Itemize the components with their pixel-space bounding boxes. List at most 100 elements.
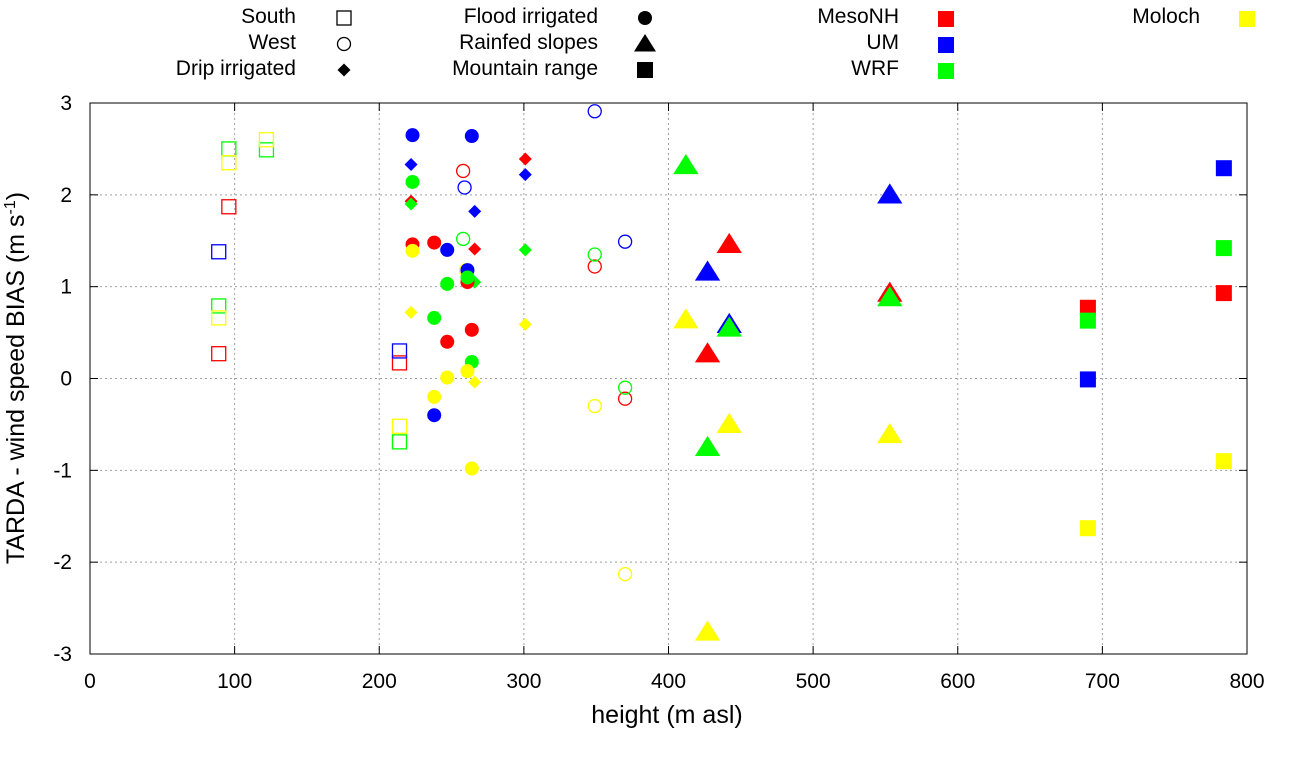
data-point — [518, 168, 532, 182]
legend-marker — [336, 36, 352, 52]
y-tick-label: -1 — [53, 459, 72, 482]
data-point — [694, 260, 721, 281]
data-point — [587, 104, 602, 119]
legend-label: UM — [866, 31, 899, 54]
data-point — [427, 408, 442, 423]
y-tick-label: 2 — [60, 184, 72, 207]
x-tick-label: 700 — [1085, 670, 1120, 693]
legend-label: West — [249, 31, 297, 54]
data-point — [518, 317, 532, 331]
data-point — [391, 343, 408, 359]
data-point — [455, 163, 471, 179]
data-point — [405, 243, 420, 258]
data-point — [391, 434, 408, 450]
series-um-rainfed-slopes — [694, 183, 903, 333]
data-point — [221, 199, 237, 215]
data-point — [221, 141, 237, 157]
legend-marker — [638, 11, 652, 25]
y-axis-label-superscript: -1 — [2, 200, 19, 214]
data-point — [427, 235, 442, 250]
series-mesonh-south — [211, 199, 408, 371]
data-point — [694, 342, 721, 363]
data-point — [617, 380, 633, 395]
data-point — [221, 155, 237, 171]
x-tick-label: 800 — [1229, 670, 1264, 693]
data-point — [1079, 312, 1096, 329]
data-point — [877, 183, 903, 204]
data-points — [211, 104, 1232, 641]
x-tick-label: 100 — [217, 670, 252, 693]
data-point — [1215, 160, 1232, 177]
data-point — [460, 270, 475, 285]
data-point — [391, 355, 408, 371]
series-um-south — [211, 244, 408, 359]
x-tick-label: 600 — [940, 670, 975, 693]
series-um-west — [457, 104, 633, 249]
legend-label: WRF — [851, 57, 899, 80]
data-point — [716, 232, 742, 254]
data-point — [468, 204, 482, 218]
data-point — [518, 243, 532, 257]
data-point — [518, 152, 532, 166]
grid — [90, 103, 1247, 654]
data-point — [716, 412, 742, 434]
data-point — [673, 308, 699, 329]
x-tick-labels: 0 100 200 300 400 500 600 700 800 — [84, 670, 1264, 693]
data-point — [211, 310, 227, 326]
data-point — [440, 276, 455, 291]
data-point — [694, 620, 721, 641]
data-point — [1215, 240, 1232, 257]
series-moloch-west — [458, 262, 633, 582]
series-mesonh-mountain-range — [1079, 285, 1232, 316]
series-wrf-rainfed-slopes — [673, 153, 903, 456]
data-point — [468, 242, 482, 256]
series-moloch-south — [211, 132, 408, 434]
data-point — [211, 244, 227, 260]
data-point — [716, 316, 742, 337]
data-point — [673, 153, 699, 175]
legend-swatch — [938, 37, 954, 53]
data-point — [587, 247, 602, 262]
y-tick-labels: -3 -2 -1 0 1 2 3 — [53, 92, 72, 666]
legend-label: South — [241, 5, 296, 28]
y-axis-label-main: TARDA - wind speed BIAS (m s — [2, 214, 30, 564]
data-point — [457, 180, 472, 195]
data-point — [1215, 285, 1232, 302]
series-moloch-rainfed-slopes — [673, 308, 903, 641]
data-point — [455, 231, 471, 247]
data-point — [1079, 520, 1096, 537]
data-point — [440, 370, 455, 385]
legend-swatch — [1239, 11, 1255, 27]
data-point — [587, 259, 602, 274]
data-point — [258, 142, 275, 158]
y-tick-label: -3 — [53, 643, 72, 666]
data-point — [404, 197, 418, 211]
series-moloch-flood-irrigated — [405, 243, 479, 476]
data-point — [587, 398, 602, 414]
legend-marker — [634, 34, 656, 52]
data-point — [1079, 299, 1096, 316]
data-point — [468, 375, 482, 389]
legend-swatch — [938, 11, 954, 27]
y-tick-label: 1 — [60, 276, 72, 299]
series-wrf-mountain-range — [1079, 240, 1232, 329]
y-tick-label: 0 — [60, 368, 72, 391]
data-point — [440, 242, 455, 257]
x-axis-label: height (m asl) — [591, 701, 742, 729]
series-um-mountain-range — [1079, 160, 1232, 388]
y-tick-label: 3 — [60, 92, 72, 115]
series-mesonh-west — [455, 163, 633, 406]
legend-marker — [337, 63, 351, 77]
data-point — [404, 158, 418, 172]
data-point — [464, 322, 479, 337]
data-point — [877, 286, 903, 307]
series-wrf-south — [211, 141, 408, 450]
y-axis-label: TARDA - wind speed BIAS (m s-1) — [2, 192, 30, 564]
data-point — [617, 234, 633, 249]
data-point — [258, 132, 275, 148]
data-point — [391, 418, 408, 434]
series-moloch-mountain-range — [1079, 453, 1232, 537]
y-axis-label-close: ) — [2, 192, 30, 200]
